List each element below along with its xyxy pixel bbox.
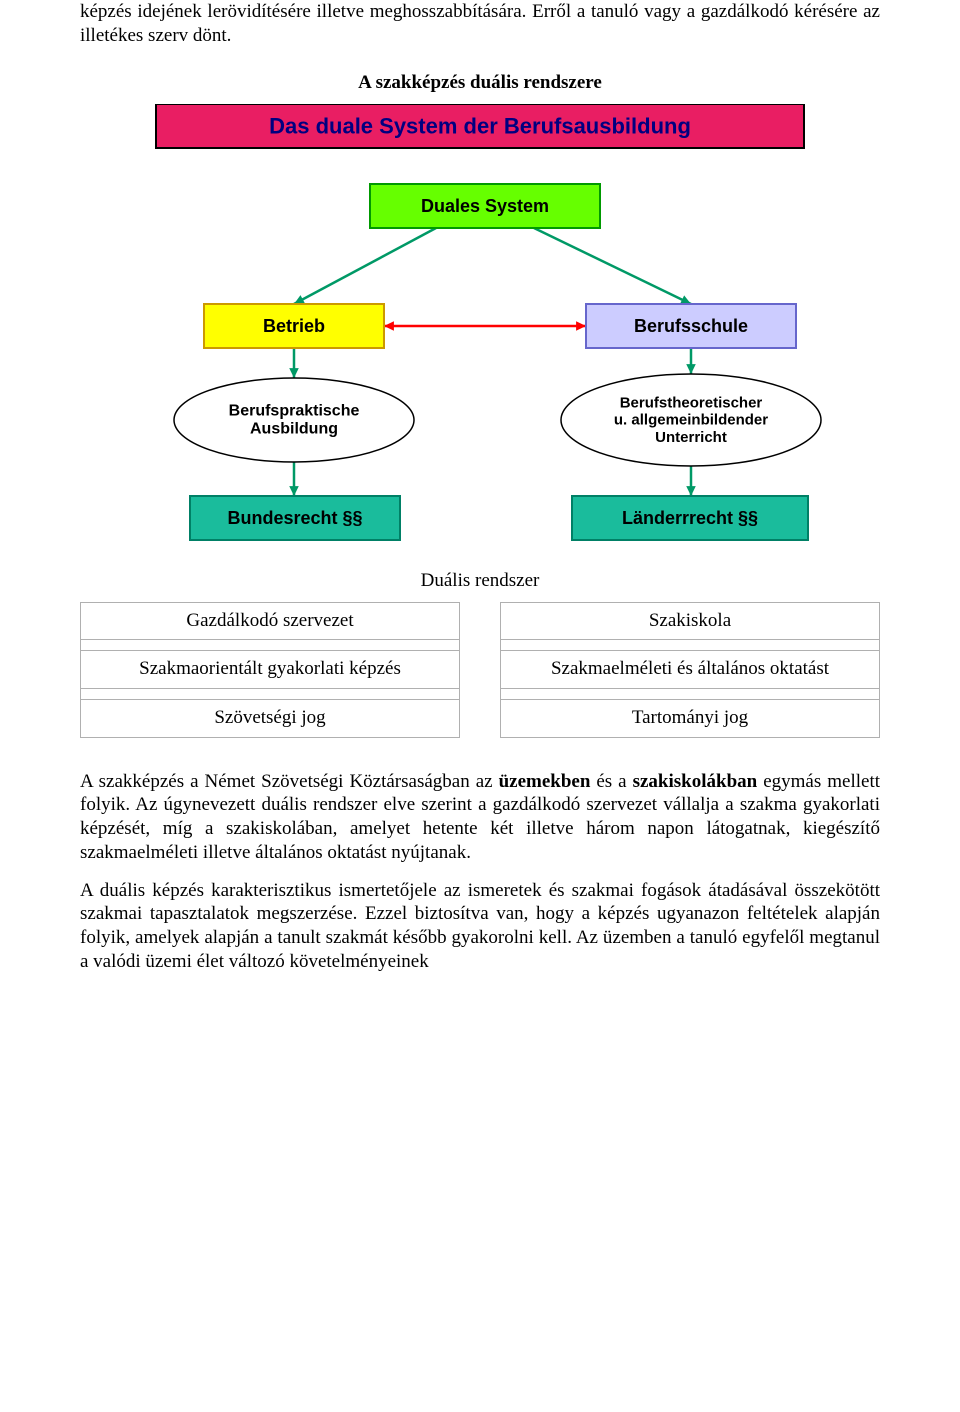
right-row-empty-0 [501, 640, 880, 651]
table-caption: Duális rendszer [80, 570, 880, 592]
svg-text:Bundesrecht §§: Bundesrecht §§ [227, 508, 362, 528]
connector-ellipse-bund [289, 462, 299, 496]
box-laenderrecht: Länderrrecht §§ [572, 496, 808, 540]
ellipse-theoretisch: Berufstheoretischeru. allgemeinbildender… [561, 374, 821, 466]
box-duales-system: Duales System [370, 184, 600, 228]
svg-text:Länderrrecht §§: Länderrrecht §§ [622, 508, 758, 528]
section-heading: A szakképzés duális rendszere [80, 72, 880, 94]
body-p1-mid1: és a [590, 771, 632, 792]
svg-text:u. allgemeinbildender: u. allgemeinbildender [614, 411, 768, 428]
svg-text:Berufspraktische: Berufspraktische [229, 402, 360, 419]
connector-duales-down-right [534, 228, 691, 304]
intro-paragraph: képzés idejének lerövidítésére illetve m… [80, 0, 880, 48]
svg-text:Betrieb: Betrieb [263, 316, 325, 336]
body-p1-bold2: szakiskolákban [633, 771, 758, 792]
left-table: Gazdálkodó szervezet Szakmaorientált gya… [80, 602, 460, 738]
right-row-1: Szakmaelméleti és általános oktatást [501, 651, 880, 689]
svg-text:Berufstheoretischer: Berufstheoretischer [620, 394, 763, 411]
connector-ellipse-land [686, 466, 696, 496]
document-page: képzés idejének lerövidítésére illetve m… [0, 0, 960, 1028]
body-p1-bold1: üzemekben [499, 771, 591, 792]
svg-text:Das duale System der Berufsaus: Das duale System der Berufsausbildung [269, 113, 691, 138]
svg-text:Duales System: Duales System [421, 196, 549, 216]
box-berufsschule: Berufsschule [586, 304, 796, 348]
left-row-empty-0 [81, 640, 460, 651]
svg-text:Berufsschule: Berufsschule [634, 316, 748, 336]
connector-betrieb-ellipse [289, 348, 299, 378]
body-paragraph-2: A duális képzés karakterisztikus ismerte… [80, 879, 880, 974]
connector-schule-ellipse [686, 348, 696, 374]
box-betrieb: Betrieb [204, 304, 384, 348]
body-p1-pre: A szakképzés a Német Szövetségi Köztársa… [80, 771, 499, 792]
box-bundesrecht: Bundesrecht §§ [190, 496, 400, 540]
left-row-empty-1 [81, 688, 460, 699]
ellipse-praktische: BerufspraktischeAusbildung [174, 378, 414, 462]
title-banner: Das duale System der Berufsausbildung [156, 104, 804, 148]
diagram-container: Das duale System der Berufsausbildung Dua… [116, 104, 844, 544]
right-row-2: Tartományi jog [501, 699, 880, 737]
left-row-0: Gazdálkodó szervezet [81, 602, 460, 640]
svg-text:Ausbildung: Ausbildung [250, 420, 338, 437]
tables-row: Gazdálkodó szervezet Szakmaorientált gya… [80, 602, 880, 738]
right-table: Szakiskola Szakmaelméleti és általános o… [500, 602, 880, 738]
left-row-1: Szakmaorientált gyakorlati képzés [81, 651, 460, 689]
right-row-empty-1 [501, 688, 880, 699]
body-paragraph-1: A szakképzés a Német Szövetségi Köztársa… [80, 770, 880, 865]
left-row-2: Szövetségi jog [81, 699, 460, 737]
connector-betrieb-schule [384, 321, 586, 331]
connector-duales-down-left [294, 228, 436, 304]
right-row-0: Szakiskola [501, 602, 880, 640]
dual-system-diagram: Das duale System der Berufsausbildung Dua… [116, 104, 844, 544]
svg-text:Unterricht: Unterricht [655, 428, 727, 445]
